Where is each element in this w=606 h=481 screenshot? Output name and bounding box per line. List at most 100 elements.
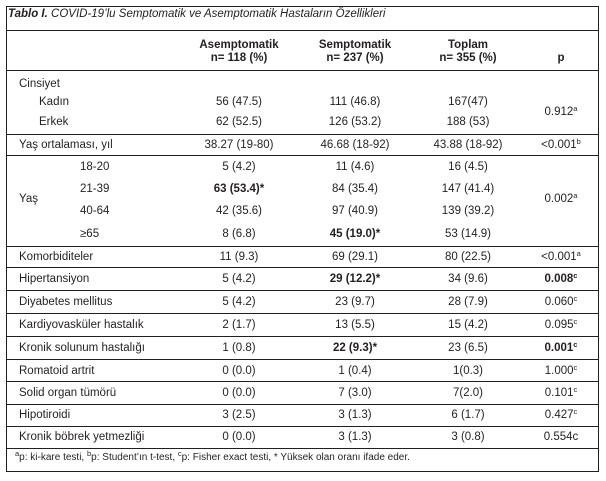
cell-romatoid-asemptomatik: 0 (0.0) bbox=[222, 365, 256, 377]
row-label-solid-organ: Solid organ tümörü bbox=[19, 387, 117, 399]
p-superscript: b bbox=[576, 137, 581, 146]
cell-hipotiroidi-semptomatik: 3 (1.3) bbox=[338, 409, 372, 421]
row-label-cinsiyet: Cinsiyet bbox=[19, 78, 60, 90]
row-rule bbox=[6, 426, 599, 427]
row-label-romatoid: Romatoid artrit bbox=[19, 365, 95, 377]
cell-kronik-solunum-toplam: 23 (6.5) bbox=[448, 342, 488, 354]
cell-hipertansiyon-toplam: 34 (9.6) bbox=[448, 273, 488, 285]
cell-diyabet-toplam: 28 (7.9) bbox=[448, 296, 488, 308]
cell-komorbid-asemptomatik: 11 (9.3) bbox=[219, 251, 259, 263]
row-label-yas-21-39: 21-39 bbox=[80, 183, 110, 195]
p-superscript: a bbox=[576, 249, 581, 258]
cell-yas-40-64-toplam: 139 (39.2) bbox=[441, 205, 495, 217]
row-label-yas-18-20: 18-20 bbox=[80, 161, 110, 173]
cell-yas-40-64-semptomatik: 97 (40.9) bbox=[331, 205, 379, 217]
cell-hipotiroidi-toplam: 6 (1.7) bbox=[451, 409, 485, 421]
col-header-asemptomatik: Asemptomatik n= 118 (%) bbox=[188, 39, 290, 65]
footnote-sup: a bbox=[15, 449, 20, 458]
row-rule bbox=[6, 134, 599, 135]
cell-solid-semptomatik: 7 (3.0) bbox=[338, 387, 372, 399]
p-superscript: a bbox=[573, 104, 578, 113]
cell-yas-p: 0.002a bbox=[535, 192, 587, 206]
cell-yas-ort-p: <0.001b bbox=[535, 138, 587, 152]
cell-bobrek-semptomatik: 3 (1.3) bbox=[338, 431, 372, 443]
header-bottom-rule bbox=[6, 70, 599, 71]
cell-hipotiroidi-asemptomatik: 3 (2.5) bbox=[222, 409, 256, 421]
cell-yas-18-20-toplam: 16 (4.5) bbox=[448, 161, 488, 173]
cell-romatoid-toplam: 1(0.3) bbox=[452, 365, 484, 377]
cell-romatoid-p: 1.000c bbox=[535, 364, 587, 378]
row-label-komorbiditeler: Komorbiditeler bbox=[19, 251, 94, 263]
p-value: <0.001 bbox=[541, 251, 577, 263]
p-superscript: a bbox=[573, 191, 578, 200]
cell-bobrek-p: 0.554c bbox=[543, 431, 579, 443]
footnote-sup: b bbox=[86, 449, 92, 458]
p-superscript: c bbox=[573, 340, 578, 349]
row-rule bbox=[6, 359, 599, 360]
p-value: 0.002 bbox=[544, 193, 574, 205]
footer-rule bbox=[6, 448, 599, 449]
p-superscript: c bbox=[573, 317, 578, 326]
row-rule bbox=[6, 246, 599, 247]
cell-kronik-solunum-p: 0.001c bbox=[535, 341, 587, 355]
row-label-hipertansiyon: Hipertansiyon bbox=[19, 273, 90, 285]
footnote-text: p: Fisher exact testi, * Yüksek olan ora… bbox=[181, 452, 410, 463]
cell-erkek-toplam: 188 (53) bbox=[446, 116, 490, 128]
p-superscript: c bbox=[573, 407, 578, 416]
col-header-name: p bbox=[557, 52, 565, 64]
p-value: 0.001 bbox=[544, 342, 574, 354]
cell-bobrek-toplam: 3 (0.8) bbox=[451, 431, 485, 443]
p-value: 1.000 bbox=[544, 365, 574, 377]
p-value: 0.060 bbox=[544, 296, 574, 308]
p-superscript: c bbox=[573, 385, 578, 394]
row-rule bbox=[6, 290, 599, 291]
row-label-kadin: Kadın bbox=[39, 96, 70, 108]
cell-yas-40-64-asemptomatik: 42 (35.6) bbox=[215, 205, 263, 217]
row-label-yas-ortalamasi: Yaş ortalaması, yıl bbox=[19, 139, 113, 151]
col-header-n: n= 355 (%) bbox=[439, 52, 497, 64]
cell-hipertansiyon-asemptomatik: 5 (4.2) bbox=[222, 273, 256, 285]
col-header-name: Asemptomatik bbox=[199, 39, 279, 51]
cell-yas-21-39-asemptomatik: 63 (53.4)* bbox=[213, 183, 265, 195]
cell-yas-21-39-toplam: 147 (41.4) bbox=[441, 183, 495, 195]
cell-hipotiroidi-p: 0.427c bbox=[535, 408, 587, 422]
p-superscript: c bbox=[573, 294, 578, 303]
row-label-kronik-solunum: Kronik solunum hastalığı bbox=[19, 342, 145, 354]
row-label-diyabetes: Diyabetes mellitus bbox=[19, 296, 113, 308]
cell-yas-ort-toplam: 43.88 (18-92) bbox=[433, 139, 503, 151]
cell-kardiyo-p: 0.095c bbox=[535, 318, 587, 332]
cell-yas-21-39-semptomatik: 84 (35.4) bbox=[331, 183, 379, 195]
cell-komorbid-p: <0.001a bbox=[535, 250, 587, 264]
cell-yas-18-20-semptomatik: 11 (4.6) bbox=[335, 161, 375, 173]
footnote-sup: c bbox=[177, 449, 182, 458]
cell-yas-ort-semptomatik: 46.68 (18-92) bbox=[320, 139, 390, 151]
p-value: <0.001 bbox=[541, 139, 577, 151]
col-header-p: p bbox=[535, 52, 587, 65]
cell-yas-65-asemptomatik: 8 (6.8) bbox=[222, 228, 256, 240]
row-rule bbox=[6, 267, 599, 268]
table-title: Tablo I. COVID-19’lu Semptomatik ve Asem… bbox=[8, 8, 386, 20]
row-label-kronik-bobrek: Kronik böbrek yetmezliği bbox=[19, 431, 145, 443]
p-superscript: c bbox=[573, 363, 578, 372]
cell-diyabet-semptomatik: 23 (9.7) bbox=[335, 296, 375, 308]
table-frame bbox=[6, 6, 599, 472]
row-label-yas: Yaş bbox=[19, 193, 38, 205]
cell-kardiyo-toplam: 15 (4.2) bbox=[448, 319, 488, 331]
footnote-text: p: Student’ın t-test, bbox=[91, 452, 178, 463]
p-value: 0.008 bbox=[544, 273, 574, 285]
cell-solid-asemptomatik: 0 (0.0) bbox=[222, 387, 256, 399]
p-value: 0.095 bbox=[544, 319, 574, 331]
cell-yas-65-semptomatik: 45 (19.0)* bbox=[329, 228, 381, 240]
col-header-name: Semptomatik bbox=[318, 39, 392, 51]
row-label-kardiyovaskuler: Kardiyovasküler hastalık bbox=[19, 319, 144, 331]
cell-kadin-toplam: 167(47) bbox=[448, 96, 488, 108]
cell-diyabet-asemptomatik: 5 (4.2) bbox=[222, 296, 256, 308]
cell-bobrek-asemptomatik: 0 (0.0) bbox=[222, 431, 256, 443]
cell-kronik-solunum-semptomatik: 22 (9.3)* bbox=[332, 342, 378, 354]
cell-yas-ort-asemptomatik: 38.27 (19-80) bbox=[204, 139, 274, 151]
p-value: 0.427 bbox=[544, 409, 574, 421]
cell-erkek-semptomatik: 126 (53.2) bbox=[328, 116, 382, 128]
table-title-text: COVID-19’lu Semptomatik ve Asemptomatik … bbox=[51, 8, 386, 20]
table-title-prefix: Tablo I. bbox=[8, 8, 48, 20]
col-header-toplam: Toplam n= 355 (%) bbox=[418, 39, 518, 65]
